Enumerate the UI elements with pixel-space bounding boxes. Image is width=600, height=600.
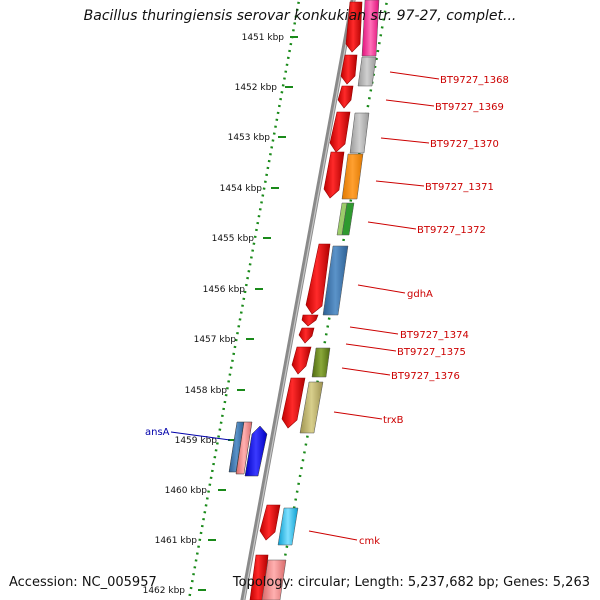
gene-label-cmk[interactable]: cmk	[359, 536, 380, 547]
gene-label-BT9727_1375[interactable]: BT9727_1375	[397, 347, 466, 358]
ruler-label: 1456 kbp	[203, 285, 246, 295]
ruler-label: 1454 kbp	[220, 184, 263, 194]
gene-feature	[341, 202, 355, 236]
cds-feature	[337, 85, 354, 109]
ruler-label: 1462 kbp	[143, 586, 186, 596]
cds-feature	[298, 327, 315, 344]
genome-backbone	[240, 0, 356, 600]
gene-feature	[361, 0, 380, 57]
genome-summary: Topology: circular; Length: 5,237,682 bp…	[232, 575, 590, 590]
cds-feature	[281, 377, 306, 429]
ruler-label: 1455 kbp	[212, 234, 255, 244]
gene-feature	[311, 347, 331, 378]
gene-feature	[244, 425, 268, 477]
gene-label-BT9727_1371[interactable]: BT9727_1371	[425, 182, 494, 193]
ruler-label: 1452 kbp	[235, 83, 278, 93]
ruler-track	[187, 0, 301, 600]
ruler-label: 1461 kbp	[155, 536, 198, 546]
gene-feature	[261, 559, 287, 600]
cds-feature	[345, 1, 363, 53]
accession-label: Accession: NC_005957	[9, 575, 157, 590]
gene-label-ansA[interactable]: ansA	[145, 427, 170, 438]
cds-feature	[259, 504, 281, 541]
gene-feature	[299, 381, 324, 434]
cds-feature	[323, 151, 345, 199]
genome-backbone-highlight	[243, 0, 355, 600]
gene-label-BT9727_1368[interactable]: BT9727_1368	[440, 75, 509, 86]
cds-features	[249, 1, 363, 600]
gene-feature	[357, 56, 377, 87]
gene-label-BT9727_1370[interactable]: BT9727_1370	[430, 139, 499, 150]
gene-feature	[277, 507, 299, 546]
gene-label-BT9727_1374[interactable]: BT9727_1374	[400, 330, 469, 341]
ruler-label: 1451 kbp	[242, 33, 285, 43]
ruler-label: 1458 kbp	[185, 386, 228, 396]
cds-feature	[291, 346, 312, 375]
gene-feature	[228, 421, 245, 473]
map-title: Bacillus thuringiensis serovar konkukian…	[83, 8, 517, 24]
ruler-label: 1453 kbp	[228, 133, 271, 143]
cds-feature	[340, 54, 358, 85]
gene-label-trxB[interactable]: trxB	[383, 415, 404, 426]
cds-feature	[301, 314, 319, 327]
gene-feature	[322, 245, 349, 316]
cds-feature	[305, 243, 331, 315]
ruler-label: 1457 kbp	[194, 335, 237, 345]
gene-label-gdhA[interactable]: gdhA	[407, 289, 433, 300]
ruler-label: 1460 kbp	[165, 486, 208, 496]
gene-label-BT9727_1376[interactable]: BT9727_1376	[391, 371, 460, 382]
gene-label-BT9727_1369[interactable]: BT9727_1369	[435, 102, 504, 113]
gene-feature	[341, 153, 364, 200]
inner-features	[228, 421, 268, 477]
gene-feature	[349, 112, 370, 154]
ruler-label: 1459 kbp	[175, 436, 218, 446]
ruler-ticks	[198, 36, 298, 591]
callout-lines	[170, 71, 440, 541]
gene-feature	[235, 421, 253, 475]
cds-feature	[329, 111, 351, 153]
gene-features	[261, 0, 380, 600]
gene-label-BT9727_1372[interactable]: BT9727_1372	[417, 225, 486, 236]
